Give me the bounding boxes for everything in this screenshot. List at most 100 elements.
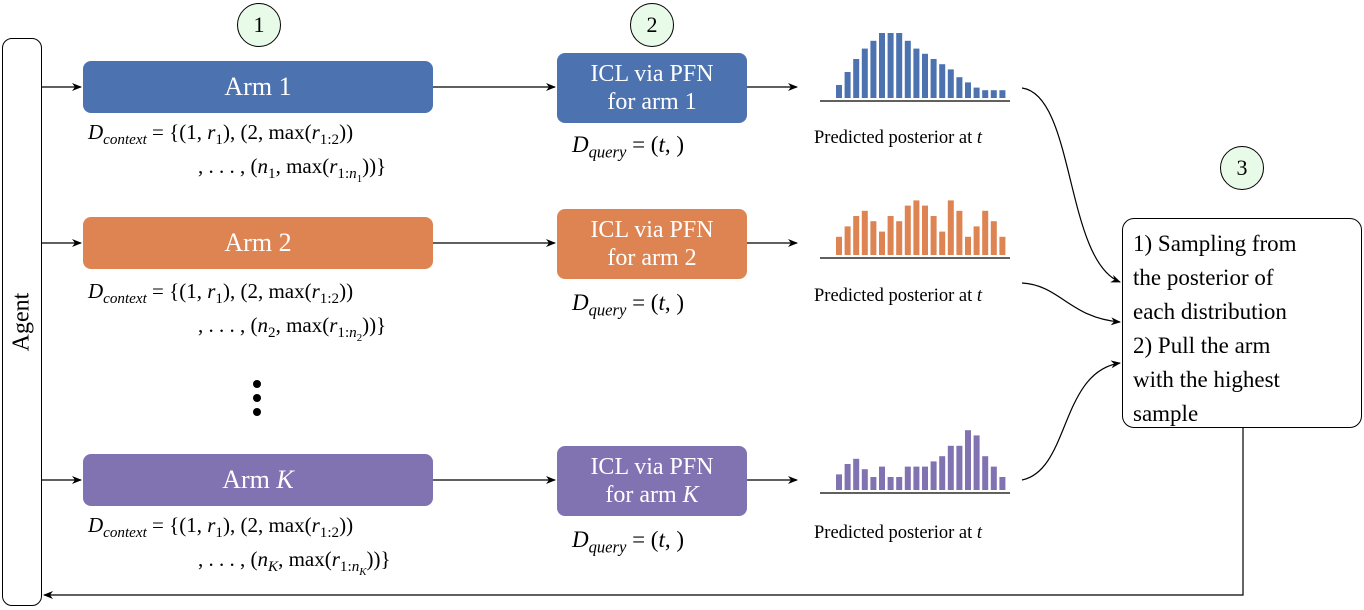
histogram-bar xyxy=(861,48,868,98)
more-arms-ellipsis xyxy=(251,380,263,420)
context-formula-line2: , . . . , (n1, max(r1:n1))} xyxy=(198,154,387,186)
histogram-bar xyxy=(896,477,903,490)
histogram-bar xyxy=(947,69,954,98)
step-badge-3: 3 xyxy=(1220,146,1264,190)
decision-line-6: sample xyxy=(1133,401,1199,426)
histogram-bar xyxy=(922,205,928,255)
decision-box: 1) Sampling from the posterior of each d… xyxy=(1122,218,1362,428)
histogram-bar xyxy=(861,210,868,255)
histogram-bar xyxy=(999,236,1006,255)
histogram-bar xyxy=(836,236,842,255)
icl-pfn-box-k: ICL via PFN for arm K xyxy=(557,446,747,516)
arm-box-k: Arm K xyxy=(83,454,433,506)
arrow-feedback-to-agent xyxy=(43,428,1244,599)
agent-box xyxy=(2,38,42,606)
arm-label: Arm 1 xyxy=(224,72,292,101)
posterior-histogram-armK xyxy=(820,430,1010,494)
histogram-bar xyxy=(965,236,971,255)
histogram-bar xyxy=(896,221,903,255)
icl-line2: for arm 1 xyxy=(607,89,697,115)
histogram-bar xyxy=(982,90,989,98)
histogram-bar xyxy=(930,216,937,255)
histogram-bar xyxy=(904,466,911,490)
step-badge-2: 2 xyxy=(630,3,674,47)
histogram-bar xyxy=(999,477,1006,490)
histogram-bar xyxy=(939,456,946,490)
histogram-bar xyxy=(930,461,937,490)
icl-line2: for arm 2 xyxy=(607,245,697,271)
histogram-bar xyxy=(870,477,877,490)
histogram-bar xyxy=(887,216,894,255)
histogram-bar xyxy=(999,90,1006,98)
histogram-bar xyxy=(904,40,911,98)
histogram-bar xyxy=(947,445,954,490)
histogram-bar xyxy=(965,430,971,490)
histogram-bar xyxy=(990,90,997,98)
decision-line-3: each distribution xyxy=(1133,299,1287,324)
histogram-bar xyxy=(844,226,851,255)
posterior-histogram-arm1 xyxy=(820,33,1010,102)
context-formula-line2: , . . . , (nK, max(r1:nK))} xyxy=(198,547,391,579)
histogram-bar xyxy=(879,33,885,98)
histogram-bar xyxy=(853,216,860,255)
histogram-bar xyxy=(870,40,877,98)
icl-line2: for arm K xyxy=(605,482,699,508)
histogram-bar xyxy=(956,210,963,255)
histogram-bar xyxy=(861,469,868,490)
histogram-bar xyxy=(844,72,851,98)
histogram-bar xyxy=(973,87,980,98)
decision-line-4: 2) Pull the arm xyxy=(1133,333,1271,358)
arrow-posterior2-to-final xyxy=(1021,282,1121,326)
histogram-bar xyxy=(870,221,877,255)
posterior-label: Predicted posterior at t xyxy=(814,523,982,543)
histogram-bar xyxy=(982,210,989,255)
arm-box-1: Arm 1 xyxy=(83,61,433,113)
context-formula-line1: Dcontext = {(1, r1), (2, max(r1:2)) xyxy=(88,120,354,149)
posterior-label: Predicted posterior at t xyxy=(814,286,982,306)
histogram-bar xyxy=(939,231,946,255)
histogram-bar xyxy=(947,200,954,255)
agent-label: Agent xyxy=(8,292,35,352)
decision-line-5: with the highest xyxy=(1133,367,1280,392)
histogram-bar xyxy=(922,53,928,98)
arm-label: Arm 2 xyxy=(224,228,292,257)
query-formula: Dquery = (t, ) xyxy=(572,132,685,162)
query-formula: Dquery = (t, ) xyxy=(572,290,685,320)
histogram-bar xyxy=(990,221,997,255)
histogram-bar xyxy=(922,466,928,490)
histogram-bar xyxy=(990,466,997,490)
context-formula-line1: Dcontext = {(1, r1), (2, max(r1:2)) xyxy=(88,513,354,542)
arm-label: Arm K xyxy=(222,465,294,494)
histogram-bar xyxy=(982,456,989,490)
decision-line-1: 1) Sampling from xyxy=(1133,231,1297,256)
arrow-posteriorK-to-final xyxy=(1021,360,1121,481)
posterior-histogram-arm2 xyxy=(820,200,1010,259)
histogram-bar xyxy=(904,205,911,255)
histogram-bar xyxy=(896,33,903,98)
histogram-bar xyxy=(836,85,842,98)
histogram-bar xyxy=(913,48,920,98)
histogram-bar xyxy=(887,477,894,490)
histogram-bar xyxy=(879,231,885,255)
posterior-label: Predicted posterior at t xyxy=(814,128,982,148)
histogram-bar xyxy=(956,77,963,98)
histogram-bar xyxy=(913,200,920,255)
icl-line1: ICL via PFN xyxy=(590,61,714,87)
histogram-bar xyxy=(965,82,971,98)
histogram-bar xyxy=(930,59,937,98)
histogram-bar xyxy=(913,466,920,490)
step-badge-1: 1 xyxy=(237,3,281,47)
context-formula-line2: , . . . , (n2, max(r1:n2))} xyxy=(198,313,387,345)
histogram-bar xyxy=(973,226,980,255)
icl-line1: ICL via PFN xyxy=(590,454,714,480)
arm-box-2: Arm 2 xyxy=(83,217,433,269)
histogram-bar xyxy=(887,33,894,98)
query-formula: Dquery = (t, ) xyxy=(572,527,685,557)
histogram-bar xyxy=(853,59,860,98)
decision-line-2: the posterior of xyxy=(1133,265,1274,290)
histogram-bar xyxy=(973,435,980,490)
icl-pfn-box-2: ICL via PFN for arm 2 xyxy=(557,209,747,279)
arrow-posterior1-to-final xyxy=(1021,87,1121,283)
